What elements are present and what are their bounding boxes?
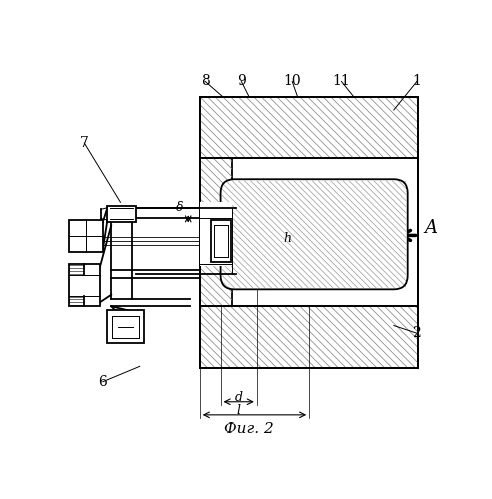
Text: Фиг. 2: Фиг. 2 <box>224 423 274 437</box>
Text: 1: 1 <box>412 74 421 88</box>
Text: 11: 11 <box>333 74 350 88</box>
Text: h: h <box>283 232 292 245</box>
Text: δ: δ <box>176 201 184 214</box>
Polygon shape <box>69 220 103 252</box>
FancyBboxPatch shape <box>220 179 408 289</box>
Text: l: l <box>236 404 240 417</box>
Polygon shape <box>107 206 136 222</box>
Text: 9: 9 <box>237 74 246 88</box>
Polygon shape <box>200 306 419 368</box>
Text: 2: 2 <box>413 326 421 340</box>
Text: 8: 8 <box>201 74 210 88</box>
Polygon shape <box>107 310 144 343</box>
Text: A: A <box>425 219 437 237</box>
Text: 7: 7 <box>80 136 89 150</box>
Polygon shape <box>200 202 232 266</box>
Text: d: d <box>234 391 242 404</box>
Text: 10: 10 <box>283 74 301 88</box>
Text: 6: 6 <box>98 375 107 389</box>
Polygon shape <box>200 97 419 159</box>
Polygon shape <box>200 159 232 306</box>
Polygon shape <box>69 264 100 306</box>
Polygon shape <box>212 220 231 261</box>
